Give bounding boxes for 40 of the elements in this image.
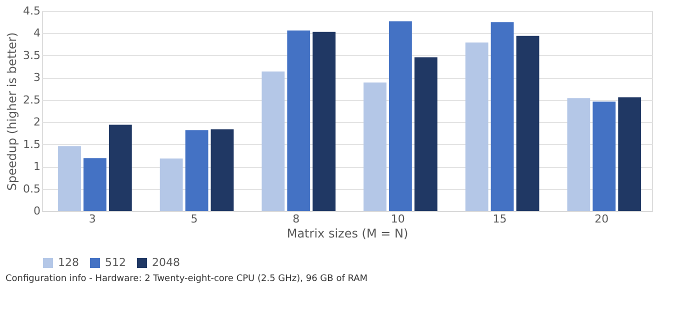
bar [490, 22, 514, 211]
bar [84, 158, 106, 211]
y-tick-label: 1.5 [23, 138, 40, 151]
bar [364, 82, 386, 211]
bar [312, 32, 336, 211]
bar [414, 57, 438, 211]
y-tick-label: 2.5 [23, 93, 40, 106]
legend-label: 128 [58, 256, 79, 269]
bar [210, 129, 234, 211]
y-tick-label: 0.5 [23, 182, 40, 196]
bar [567, 98, 590, 211]
bar [287, 30, 310, 211]
x-tick-label: 8 [292, 212, 300, 226]
bar [516, 36, 540, 211]
bar [58, 146, 81, 211]
bar [185, 130, 208, 211]
x-tick-label: 10 [390, 212, 405, 226]
text: Configuration info - Hardware: 2 Twenty-eight-core CPU (2.5 GHz), 96 GB of RAM [6, 274, 368, 284]
bar [389, 21, 412, 211]
legend-label: 2048 [152, 256, 180, 269]
y-tick-label: 3.5 [23, 48, 40, 62]
bar [618, 97, 642, 211]
y-tick-label: 2 [34, 116, 40, 129]
y-tick-label: 4.5 [23, 4, 40, 18]
bar [160, 158, 183, 211]
x-tick-label: 3 [88, 212, 96, 226]
x-tick-label: 20 [594, 212, 609, 226]
x-axis-title: Matrix sizes (M = N) [286, 226, 408, 240]
y-axis-title: Speedup (higher is better) [5, 32, 20, 191]
bar [592, 102, 616, 211]
bar [465, 42, 488, 211]
bar [262, 71, 285, 211]
x-tick-label: 5 [190, 212, 198, 226]
y-tick-label: 0 [34, 204, 40, 218]
y-tick-label: 4 [34, 26, 40, 40]
bar [108, 124, 132, 211]
x-tick-label: 15 [492, 212, 507, 226]
legend-label: 512 [105, 256, 126, 269]
y-tick-label: 1 [34, 160, 40, 174]
y-tick-label: 3 [34, 71, 40, 84]
